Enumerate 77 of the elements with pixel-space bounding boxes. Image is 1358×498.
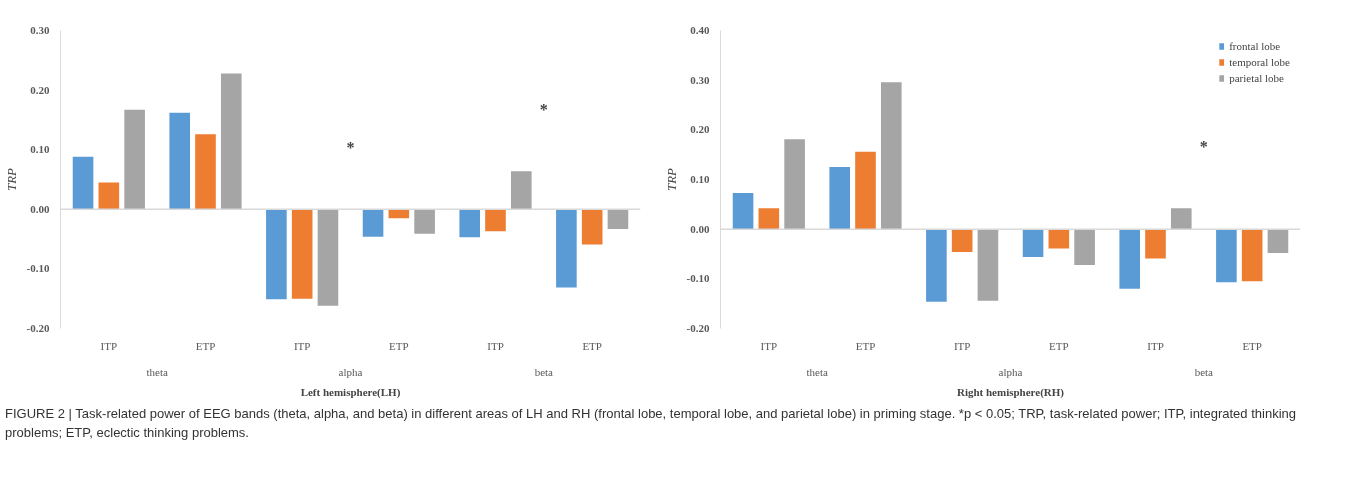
caption: FIGURE 2 | Task-related power of EEG bands (theta, alpha, and beta) in different areas of LH and RH (frontal lobe, temporal lobe, and parietal lobe) in priming stage. *p < 0.05; TRP, task-related power; ITP, integrated thinking problems; ETP, eclectic thinking problems. (5, 405, 1297, 442)
y-tick-label: 0.20 (30, 83, 50, 96)
x-tick-label: ETP (1242, 339, 1262, 352)
x-tick-label: ITP (953, 339, 971, 352)
bar (784, 139, 805, 230)
y-tick-label: -0.20 (26, 322, 50, 334)
bar (1170, 208, 1192, 230)
bar (291, 209, 313, 299)
bar (317, 209, 339, 306)
bar (459, 209, 481, 238)
y-axis-title: TRP (3, 167, 19, 192)
y-tick-label: 0.20 (690, 123, 710, 136)
x-tick-label: ETP (389, 339, 409, 352)
x-tick-label: ETP (1049, 339, 1069, 352)
y-tick-label: -0.10 (26, 262, 50, 275)
x-tick-label: ETP (582, 339, 602, 352)
bar (880, 82, 902, 230)
bar (485, 209, 506, 232)
text: theta (806, 365, 828, 378)
bar (72, 156, 94, 210)
x-tick-label: ITP (100, 339, 118, 352)
y-tick-label: -0.20 (686, 322, 710, 334)
x-tick-label: ETP (195, 339, 216, 352)
y-tick-label: 0.00 (690, 222, 710, 235)
bar (581, 209, 603, 245)
y-axis-title: TRP (663, 167, 679, 192)
x-tick-label: ITP (293, 339, 311, 352)
y-tick-label: -0.10 (686, 272, 710, 285)
annotation: * (539, 100, 548, 118)
bar (758, 208, 780, 230)
bar (732, 192, 754, 230)
bar (169, 112, 191, 210)
text: beta (534, 365, 554, 378)
bar (510, 171, 532, 210)
text: alpha (998, 365, 1023, 378)
text: theta (146, 365, 168, 378)
bar (829, 167, 851, 230)
bar (556, 209, 577, 288)
y-tick-label: 0.40 (690, 24, 710, 36)
y-tick-label: 0.10 (690, 173, 710, 185)
bar (926, 229, 947, 302)
x-tick-label: ETP (855, 339, 876, 352)
bar (266, 209, 287, 300)
text: beta (1194, 365, 1214, 378)
bar (414, 209, 435, 234)
legend-label: frontal lobe (1229, 40, 1281, 52)
bar (1074, 229, 1095, 265)
bar (195, 134, 216, 210)
annotation: * (346, 138, 355, 156)
bar (1267, 229, 1289, 254)
bar (98, 182, 120, 210)
bar (1216, 229, 1237, 283)
x-tick-label: ITP (1147, 339, 1164, 352)
y-tick-label: 0.30 (690, 73, 710, 86)
y-tick-label: 0.00 (30, 202, 50, 215)
bar (607, 209, 629, 229)
bar (1119, 229, 1141, 289)
legend-label: parietal lobe (1229, 72, 1284, 84)
legend-label: temporal lobe (1229, 56, 1290, 68)
y-tick-label: 0.10 (30, 143, 50, 156)
bar (220, 73, 242, 210)
text: alpha (338, 365, 363, 378)
annotation: * (1199, 137, 1208, 155)
bar (951, 229, 973, 253)
bar (1145, 229, 1166, 259)
bar (1048, 229, 1070, 249)
bar (977, 229, 999, 301)
x-axis-title: Left hemisphere(LH) (300, 385, 401, 399)
bar (362, 209, 384, 237)
bar (855, 151, 876, 230)
bar (124, 109, 145, 210)
y-tick-label: 0.30 (30, 24, 50, 36)
bar (1022, 229, 1044, 257)
x-tick-label: ITP (487, 339, 504, 352)
bar (1241, 229, 1263, 282)
x-axis-title: Right hemisphere(RH) (956, 385, 1065, 399)
x-tick-label: ITP (760, 339, 778, 352)
